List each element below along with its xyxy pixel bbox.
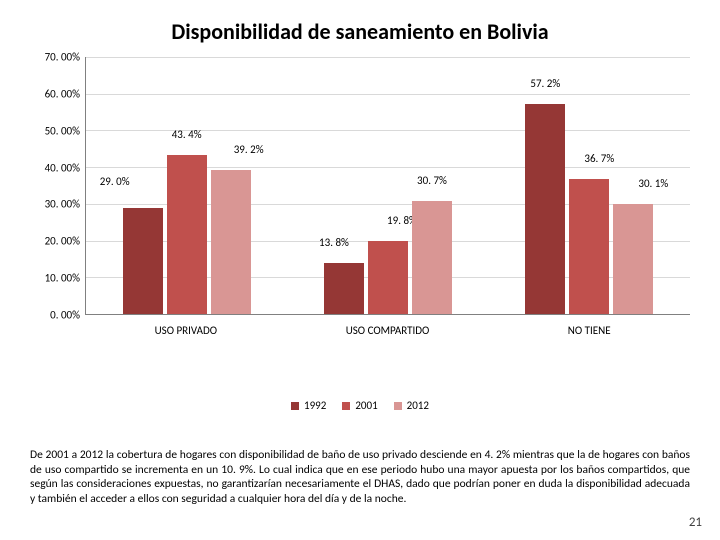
page-title: Disponibilidad de saneamiento en Bolivia xyxy=(30,18,690,45)
bar-group: 57. 2%36. 7%30. 1% xyxy=(489,57,690,314)
bar-value-label: 43. 4% xyxy=(172,128,202,141)
bar xyxy=(525,104,565,314)
bar-wrap: 57. 2% xyxy=(525,57,565,314)
bar-value-label: 13. 8% xyxy=(319,236,349,249)
legend-swatch xyxy=(342,402,350,410)
bar-wrap: 13. 8% xyxy=(324,57,364,314)
y-tick-label: 30. 00% xyxy=(30,198,80,211)
y-tick-label: 40. 00% xyxy=(30,161,80,174)
bar-group: 13. 8%19. 8%30. 7% xyxy=(287,57,488,314)
bar-group: 29. 0% 43. 4% 39. 2% xyxy=(86,57,287,314)
plot-area: 29. 0%43. 4%39. 2%13. 8%19. 8%30. 7%57. … xyxy=(85,57,690,315)
chart: 0. 00% 10. 00% 20. 00% 30. 00% 40. 00% 50. 00… xyxy=(30,57,690,357)
bar xyxy=(211,170,251,314)
bar xyxy=(167,155,207,314)
x-axis-categories: USO PRIVADOUSO COMPARTIDONO TIENE xyxy=(85,324,690,337)
legend-label: 2012 xyxy=(407,399,429,412)
x-tick-label: USO PRIVADO xyxy=(85,324,287,337)
bar-wrap: 39. 2% xyxy=(211,57,251,314)
bar-groups: 29. 0%43. 4%39. 2%13. 8%19. 8%30. 7%57. … xyxy=(86,57,690,314)
bar-wrap: 29. 0% xyxy=(123,57,163,314)
body-text: De 2001 a 2012 la cobertura de hogares c… xyxy=(30,448,690,507)
bar xyxy=(324,263,364,314)
y-tick-label: 50. 00% xyxy=(30,124,80,137)
bar-wrap: 19. 8% xyxy=(368,57,408,314)
bar xyxy=(569,179,609,314)
legend-swatch xyxy=(291,402,299,410)
bar-value-label: 30. 7% xyxy=(417,174,447,187)
legend: 1992 2001 2012 xyxy=(30,399,690,412)
y-tick-label: 60. 00% xyxy=(30,87,80,100)
x-tick-label: NO TIENE xyxy=(488,324,690,337)
bar-wrap: 30. 1% xyxy=(613,57,653,314)
y-tick-label: 20. 00% xyxy=(30,235,80,248)
y-tick-label: 70. 00% xyxy=(30,51,80,64)
bar-value-label: 36. 7% xyxy=(584,152,614,165)
legend-label: 1992 xyxy=(304,399,326,412)
legend-label: 2001 xyxy=(355,399,377,412)
bar-wrap: 36. 7% xyxy=(569,57,609,314)
legend-item: 1992 xyxy=(291,399,326,412)
y-tick-label: 10. 00% xyxy=(30,272,80,285)
bar-value-label: 29. 0% xyxy=(100,175,130,188)
bar-wrap: 43. 4% xyxy=(167,57,207,314)
bar-value-label: 30. 1% xyxy=(638,177,668,190)
bar xyxy=(368,241,408,314)
bar xyxy=(613,204,653,315)
page-number: 21 xyxy=(689,515,702,530)
legend-item: 2012 xyxy=(394,399,429,412)
bar xyxy=(123,208,163,314)
bar-value-label: 57. 2% xyxy=(530,77,560,90)
bar xyxy=(412,201,452,314)
bar-value-label: 39. 2% xyxy=(234,143,264,156)
x-tick-label: USO COMPARTIDO xyxy=(287,324,489,337)
bar-wrap: 30. 7% xyxy=(412,57,452,314)
slide: Disponibilidad de saneamiento en Bolivia… xyxy=(0,0,720,540)
legend-swatch xyxy=(394,402,402,410)
y-tick-label: 0. 00% xyxy=(30,309,80,322)
legend-item: 2001 xyxy=(342,399,377,412)
